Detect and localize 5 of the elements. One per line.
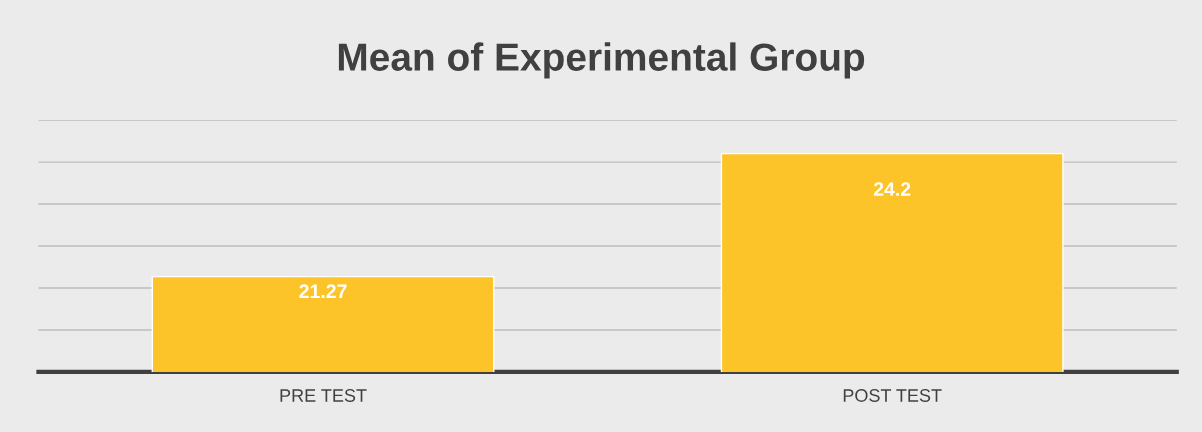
- data-label: 24.2: [873, 182, 911, 196]
- chart-title: Mean of Experimental Group: [338, 42, 865, 79]
- data-label: 21.27: [299, 284, 347, 298]
- x-tick-label: POST TEST: [843, 389, 942, 402]
- x-tick-label: PRE TEST: [280, 389, 367, 402]
